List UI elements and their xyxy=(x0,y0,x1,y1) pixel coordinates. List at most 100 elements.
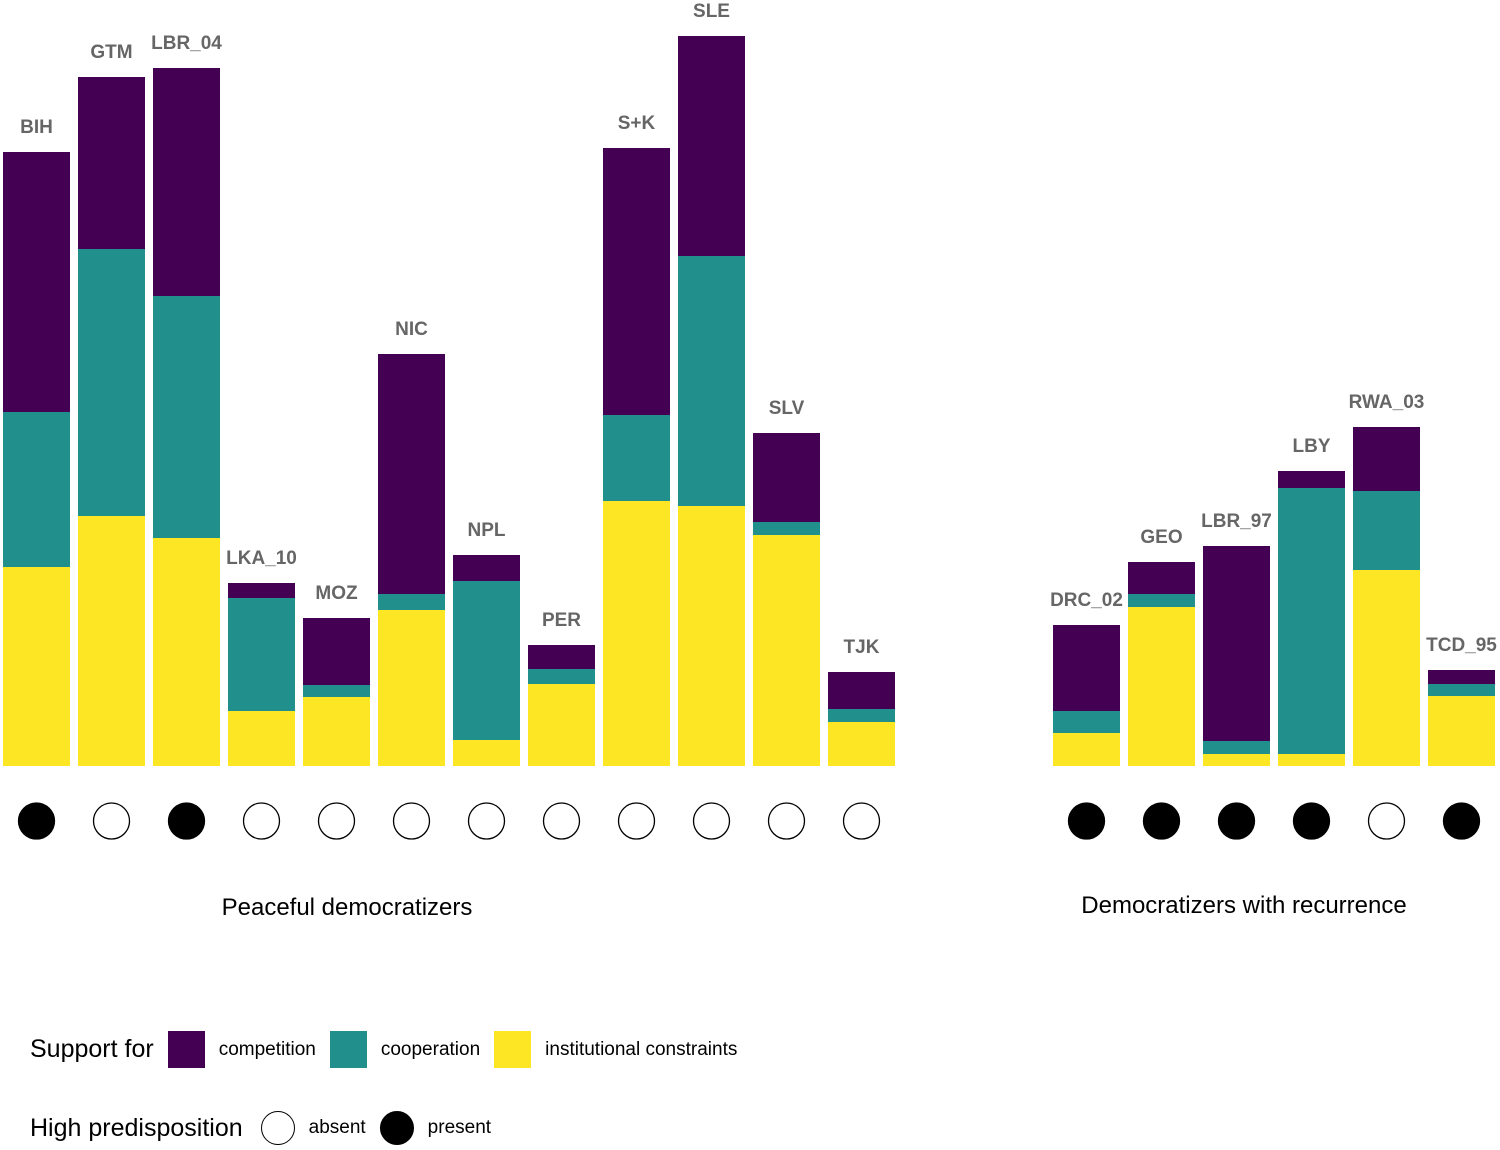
predisposition-present-circle-icon xyxy=(1217,802,1256,840)
bar-segment-cooperation xyxy=(303,685,370,697)
bar-segment-institutional-constraints xyxy=(753,535,820,766)
bar-segment-competition xyxy=(603,148,670,415)
bar-segment-competition xyxy=(1203,546,1270,741)
group-title: Democratizers with recurrence xyxy=(1081,892,1406,919)
bar-segment-institutional-constraints xyxy=(678,506,745,766)
predisposition-absent-circle-icon xyxy=(542,802,581,840)
legend-label-present: present xyxy=(427,1117,492,1138)
legend-predisposition-title: High predisposition xyxy=(30,1113,243,1142)
bar-segment-cooperation xyxy=(1278,488,1345,754)
bar-segment-institutional-constraints xyxy=(1203,754,1270,766)
bar-segment-cooperation xyxy=(78,249,145,516)
legend-key-cooperation xyxy=(329,1031,367,1068)
stacked-bar-chart: BIH GTM LBR_04 LKA_10 MOZ NIC NPL PER S+K SLE SLV T… xyxy=(3,1,1497,921)
bar-segment-cooperation xyxy=(603,415,670,501)
predisposition-present-circle-icon xyxy=(1292,802,1331,840)
bar-segment-institutional-constraints xyxy=(228,711,295,766)
bar-label: GEO xyxy=(1140,527,1182,548)
bar-segment-competition xyxy=(78,77,145,249)
group-title: Peaceful democratizers xyxy=(222,894,473,921)
legend-label-absent: absent xyxy=(308,1117,366,1138)
predisposition-present-circle-icon xyxy=(17,802,56,840)
bar-segment-competition xyxy=(3,152,70,412)
bar-segment-competition xyxy=(378,354,445,594)
predisposition-absent-circle-icon xyxy=(242,802,281,840)
bar-segment-institutional-constraints xyxy=(1278,754,1345,766)
bar-segment-institutional-constraints xyxy=(78,516,145,766)
bar-label: LBR_97 xyxy=(1201,511,1272,532)
bar-segment-competition xyxy=(1428,670,1495,684)
bar-segment-cooperation xyxy=(753,522,820,535)
legend-support: Support for competition cooperation inst… xyxy=(30,1031,751,1068)
bar-segment-cooperation xyxy=(1203,741,1270,754)
bar-segment-institutional-constraints xyxy=(1428,696,1495,766)
bar-segment-cooperation xyxy=(678,256,745,506)
predisposition-absent-circle-icon xyxy=(317,802,356,840)
bar-label: DRC_02 xyxy=(1050,590,1123,611)
bar-segment-competition xyxy=(1353,427,1420,491)
predisposition-absent-circle-icon xyxy=(767,802,806,840)
bar-segment-competition xyxy=(828,672,895,709)
bar-segment-institutional-constraints xyxy=(3,567,70,766)
bar-label: RWA_03 xyxy=(1349,392,1425,413)
legend-key-present-circle-icon xyxy=(379,1111,414,1145)
predisposition-absent-circle-icon xyxy=(1367,802,1406,840)
legend-support-title: Support for xyxy=(30,1035,154,1063)
bar-segment-institutional-constraints xyxy=(528,684,595,766)
legend-key-absent-circle-icon xyxy=(260,1111,295,1145)
bar-label: GTM xyxy=(90,42,132,63)
bar-label: S+K xyxy=(618,113,656,134)
legend-predisposition: High predisposition absent present xyxy=(30,1111,505,1145)
bar-label: NIC xyxy=(395,319,428,340)
bar-segment-institutional-constraints xyxy=(303,697,370,766)
predisposition-absent-circle-icon xyxy=(92,802,131,840)
bar-segment-institutional-constraints xyxy=(1353,570,1420,766)
legend-key-institutional-constraints xyxy=(494,1031,532,1068)
bar-segment-institutional-constraints xyxy=(378,610,445,766)
bar-segment-competition xyxy=(228,583,295,598)
bar-label: NPL xyxy=(468,520,506,541)
bar-segment-cooperation xyxy=(3,412,70,567)
bar-segment-competition xyxy=(1278,471,1345,488)
bar-label: BIH xyxy=(20,117,53,138)
bar-segment-institutional-constraints xyxy=(603,501,670,766)
bar-segment-institutional-constraints xyxy=(1053,733,1120,766)
bar-segment-competition xyxy=(678,36,745,256)
bar-segment-cooperation xyxy=(1053,711,1120,733)
bar-segment-cooperation xyxy=(153,296,220,538)
bar-label: LBY xyxy=(1293,436,1331,457)
bar-segment-cooperation xyxy=(1428,684,1495,696)
bar-label: MOZ xyxy=(315,583,358,604)
predisposition-present-circle-icon xyxy=(167,802,206,840)
predisposition-present-circle-icon xyxy=(1442,802,1481,840)
bar-label: PER xyxy=(542,610,581,631)
bar-segment-competition xyxy=(453,555,520,581)
bar-segment-cooperation xyxy=(828,709,895,722)
bar-segment-competition xyxy=(528,645,595,669)
bar-segment-institutional-constraints xyxy=(453,740,520,766)
bar-label: TJK xyxy=(844,637,880,658)
bar-segment-cooperation xyxy=(1353,491,1420,570)
legend-label-competition: competition xyxy=(218,1038,316,1060)
bar-segment-cooperation xyxy=(228,598,295,711)
predisposition-absent-circle-icon xyxy=(692,802,731,840)
bar-label: TCD_95 xyxy=(1426,635,1497,656)
bar-label: LBR_04 xyxy=(151,33,222,54)
bar-segment-institutional-constraints xyxy=(153,538,220,766)
predisposition-absent-circle-icon xyxy=(392,802,431,840)
bar-label: SLE xyxy=(693,1,730,22)
bar-label: LKA_10 xyxy=(226,548,297,569)
bar-segment-institutional-constraints xyxy=(828,722,895,766)
bar-segment-cooperation xyxy=(1128,594,1195,607)
bar-label: SLV xyxy=(769,398,805,419)
bar-segment-competition xyxy=(303,618,370,685)
bar-segment-cooperation xyxy=(453,581,520,740)
legend-key-competition xyxy=(167,1031,205,1068)
legend-label-institutional-constraints: institutional constraints xyxy=(545,1038,738,1060)
bar-segment-cooperation xyxy=(378,594,445,610)
bar-segment-competition xyxy=(1128,562,1195,594)
predisposition-absent-circle-icon xyxy=(842,802,881,840)
predisposition-present-circle-icon xyxy=(1067,802,1106,840)
bar-segment-competition xyxy=(753,433,820,522)
legend-label-cooperation: cooperation xyxy=(380,1038,481,1060)
